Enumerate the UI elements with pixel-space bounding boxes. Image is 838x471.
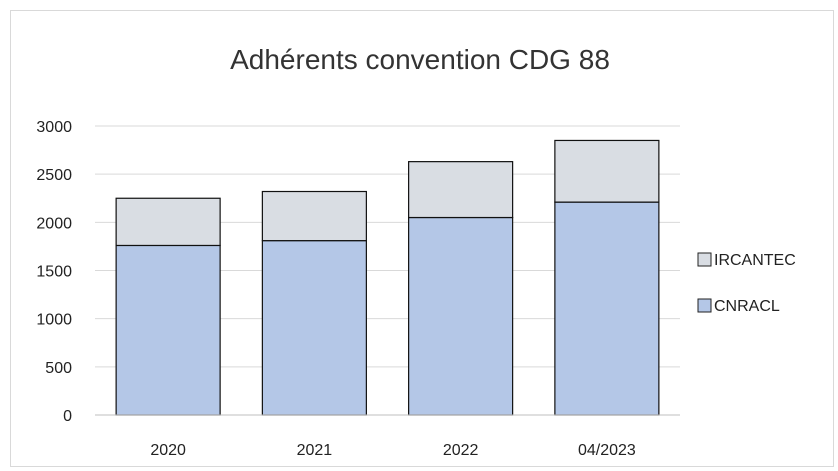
chart-title: Adhérents convention CDG 88 — [230, 44, 610, 75]
x-axis-labels: 2020 2021 2022 04/2023 — [150, 442, 636, 459]
bar-ircantec-0 — [115, 197, 221, 247]
legend-swatch-cnracl — [697, 298, 712, 313]
bars — [115, 139, 660, 416]
bar-cnracl-3 — [554, 201, 660, 416]
x-tick-label: 2021 — [297, 442, 333, 459]
legend-swatch-ircantec — [697, 252, 712, 267]
y-tick-label: 500 — [45, 360, 72, 377]
y-tick-label: 0 — [63, 408, 72, 425]
legend-label-ircantec: IRCANTEC — [714, 252, 796, 269]
y-tick-label: 2000 — [36, 215, 72, 232]
y-tick-label: 3000 — [36, 119, 72, 136]
bar-ircantec-1 — [261, 190, 367, 242]
x-tick-label: 2022 — [443, 442, 479, 459]
bar-cnracl-0 — [115, 244, 221, 416]
y-axis-labels: 0 500 1000 1500 2000 2500 3000 — [36, 119, 72, 425]
bar-ircantec-3 — [554, 139, 660, 203]
x-tick-label: 04/2023 — [578, 442, 636, 459]
y-tick-label: 1500 — [36, 264, 72, 281]
bar-cnracl-1 — [261, 240, 367, 416]
bar-ircantec-2 — [408, 161, 514, 219]
y-tick-label: 2500 — [36, 167, 72, 184]
x-tick-label: 2020 — [150, 442, 186, 459]
y-tick-label: 1000 — [36, 312, 72, 329]
legend: IRCANTEC CNRACL — [697, 252, 796, 315]
legend-label-cnracl: CNRACL — [714, 298, 780, 315]
bar-cnracl-2 — [408, 216, 514, 416]
